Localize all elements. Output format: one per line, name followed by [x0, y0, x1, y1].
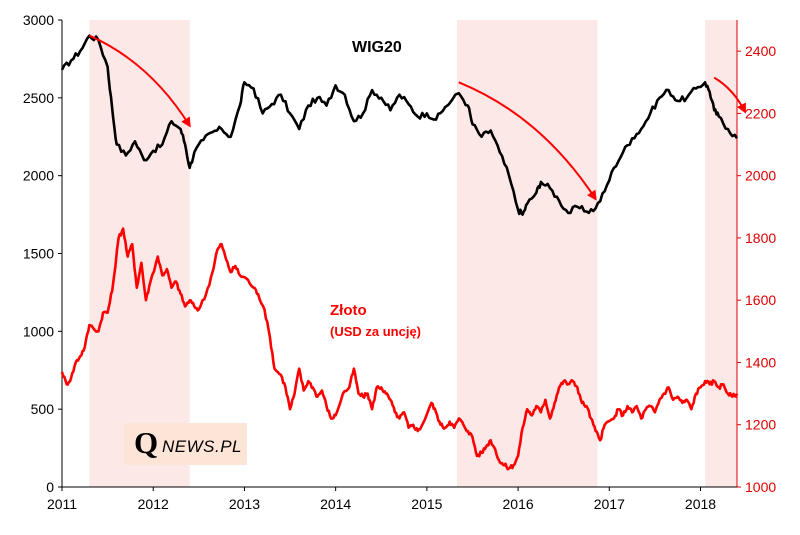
qnews-logo: Q NEWS.PL — [124, 423, 247, 465]
right-tick-label: 2400 — [745, 43, 776, 59]
trend-arrow-1 — [88, 34, 191, 128]
left-tick-label: 2000 — [23, 168, 54, 184]
gold-series-label: Złoto — [330, 302, 367, 319]
x-tick-label: 2012 — [138, 496, 169, 512]
x-tick-label: 2011 — [47, 496, 77, 512]
x-tick-label: 2015 — [411, 496, 442, 512]
right-tick-label: 1200 — [745, 417, 776, 433]
x-tick-label: 2014 — [320, 496, 351, 512]
logo-text: NEWS.PL — [162, 437, 243, 456]
right-tick-label: 2200 — [745, 105, 776, 121]
x-tick-label: 2017 — [594, 496, 625, 512]
right-tick-label: 1400 — [745, 354, 776, 370]
shaded-period-1 — [89, 20, 190, 487]
x-tick-label: 2018 — [685, 496, 716, 512]
left-tick-label: 1500 — [23, 246, 54, 262]
wig20-line — [60, 34, 739, 216]
left-tick-label: 500 — [31, 401, 55, 417]
x-tick-label: 2016 — [503, 496, 534, 512]
left-tick-label: 2500 — [23, 90, 54, 106]
trend-arrow-2 — [458, 81, 597, 201]
trend-arrow-3 — [713, 76, 746, 114]
right-tick-label: 1800 — [745, 230, 776, 246]
right-tick-label: 2000 — [745, 168, 776, 184]
wig20-series-label: WIG20 — [352, 39, 402, 56]
left-tick-label: 0 — [46, 479, 54, 495]
left-tick-label: 1000 — [23, 323, 54, 339]
x-tick-label: 2013 — [229, 496, 260, 512]
right-tick-label: 1000 — [745, 479, 776, 495]
left-tick-label: 3000 — [23, 12, 54, 28]
gold-series-unit: (USD za uncję) — [330, 324, 421, 339]
logo-q-letter: Q — [134, 425, 159, 460]
gold-line — [60, 227, 739, 471]
right-tick-label: 1600 — [745, 292, 776, 308]
